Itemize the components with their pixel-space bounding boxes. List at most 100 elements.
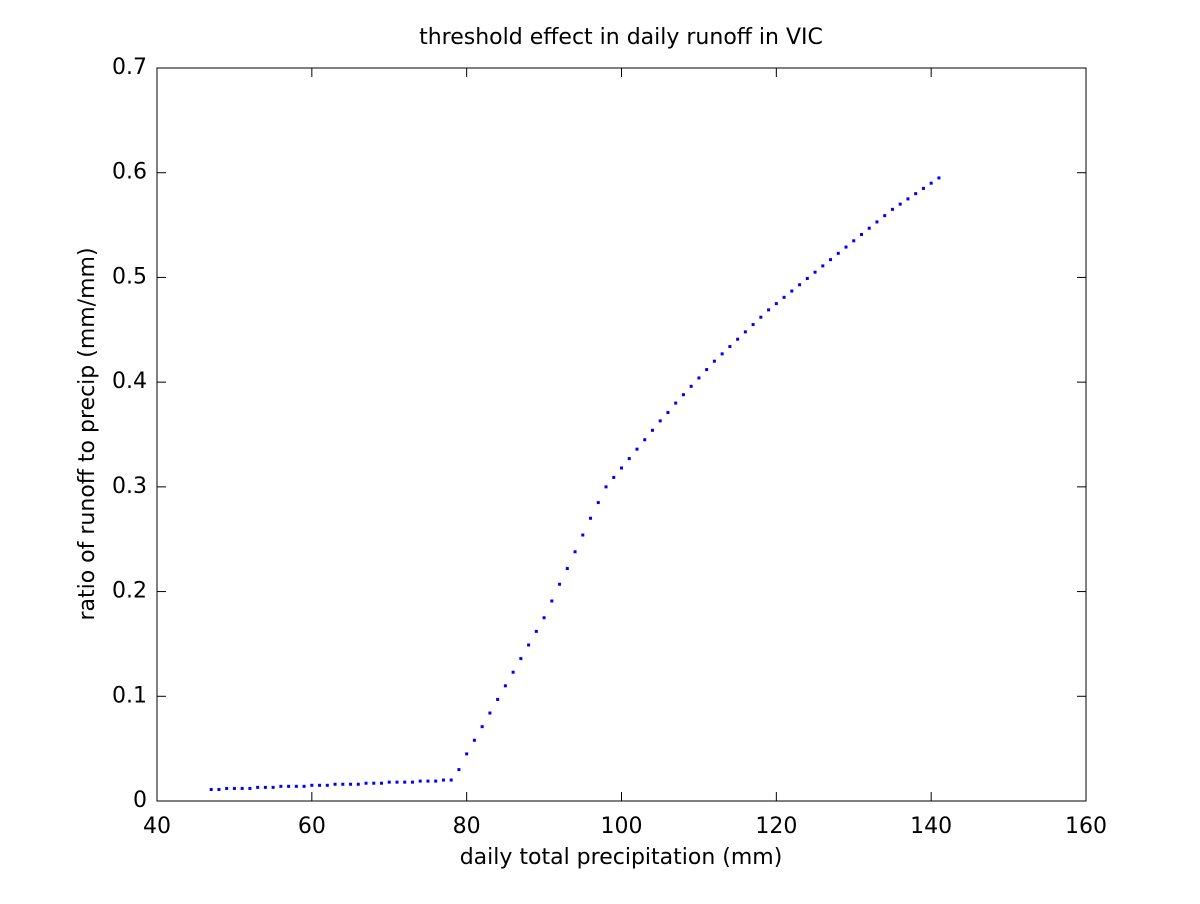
data-point <box>573 550 577 554</box>
data-point <box>658 419 662 423</box>
data-point <box>689 384 693 388</box>
data-point <box>387 780 391 784</box>
data-point <box>403 780 407 784</box>
data-point <box>434 779 438 783</box>
data-point <box>279 784 283 788</box>
y-tick-label: 0.3 <box>112 474 147 499</box>
data-point <box>263 785 267 789</box>
data-point <box>759 315 763 319</box>
data-point <box>836 251 840 255</box>
data-point <box>736 337 740 341</box>
data-point <box>325 783 329 787</box>
data-point <box>558 582 562 586</box>
data-point <box>441 778 445 782</box>
data-point <box>596 501 600 505</box>
data-point <box>256 785 260 789</box>
data-point <box>643 438 647 442</box>
data-point <box>410 780 414 784</box>
data-point <box>232 786 236 790</box>
data-point <box>666 411 670 415</box>
y-tick-label: 0.4 <box>112 369 147 394</box>
data-point <box>805 276 809 280</box>
y-tick-label: 0.7 <box>112 55 147 80</box>
data-point <box>550 599 554 603</box>
data-point <box>627 457 631 461</box>
data-point <box>852 239 856 243</box>
data-point <box>720 352 724 356</box>
data-point <box>581 533 585 537</box>
data-point <box>767 308 771 312</box>
data-point <box>937 176 941 180</box>
data-point <box>480 725 484 729</box>
data-point <box>225 786 229 790</box>
data-point <box>914 192 918 196</box>
x-tick-label: 80 <box>453 814 481 839</box>
x-tick-label: 40 <box>143 814 171 839</box>
x-tick-label: 100 <box>601 814 643 839</box>
plot-frame <box>156 67 1087 802</box>
data-point <box>697 376 701 380</box>
data-point <box>604 485 608 489</box>
x-tick-label: 60 <box>298 814 326 839</box>
data-point <box>635 447 639 451</box>
y-tick-label: 0.5 <box>112 264 147 289</box>
data-point <box>395 780 399 784</box>
data-point <box>511 670 515 674</box>
data-point <box>751 323 755 327</box>
data-point <box>589 516 593 520</box>
y-tick-label: 0.2 <box>112 579 147 604</box>
data-point <box>527 643 531 647</box>
data-point <box>620 466 623 470</box>
data-point <box>565 567 569 571</box>
x-tick-label: 120 <box>755 814 797 839</box>
data-point <box>496 697 500 701</box>
data-point <box>705 368 709 372</box>
data-point <box>519 657 523 661</box>
data-point <box>929 181 933 185</box>
data-point <box>418 779 422 783</box>
data-point <box>821 264 825 268</box>
data-point <box>790 289 794 293</box>
x-axis-label: daily total precipitation (mm) <box>460 845 783 870</box>
data-point <box>650 428 654 432</box>
x-tick-label: 160 <box>1065 814 1107 839</box>
data-point <box>310 783 314 787</box>
chart-title: threshold effect in daily runoff in VIC <box>419 25 823 50</box>
y-tick-label: 0.1 <box>112 683 147 708</box>
data-point <box>542 616 546 620</box>
data-point <box>612 475 616 479</box>
data-point <box>681 393 685 397</box>
data-point <box>774 302 778 306</box>
data-point <box>356 782 360 786</box>
data-point <box>782 295 786 299</box>
data-point <box>674 401 678 405</box>
data-point <box>844 245 848 249</box>
data-point <box>380 781 384 785</box>
data-point <box>449 778 453 782</box>
data-point <box>271 785 275 789</box>
data-point <box>248 786 252 790</box>
data-point <box>209 787 213 791</box>
data-point <box>798 283 802 287</box>
data-point <box>465 752 469 756</box>
data-point <box>883 214 887 218</box>
data-point <box>503 684 507 688</box>
data-point <box>906 197 910 201</box>
data-point <box>488 711 492 715</box>
data-point <box>829 258 833 262</box>
y-axis-label: ratio of runoff to precip (mm/mm) <box>75 247 100 620</box>
data-point <box>240 786 244 790</box>
data-point <box>898 202 902 206</box>
y-tick-label: 0.6 <box>112 160 147 185</box>
data-point <box>890 207 894 211</box>
data-point <box>217 787 221 791</box>
data-point <box>859 232 863 236</box>
data-point <box>875 220 879 224</box>
data-point <box>472 738 476 742</box>
data-point <box>867 226 871 230</box>
y-tick-label: 0 <box>133 788 147 813</box>
data-point <box>364 781 368 785</box>
data-point <box>287 784 291 788</box>
data-point <box>349 782 353 786</box>
